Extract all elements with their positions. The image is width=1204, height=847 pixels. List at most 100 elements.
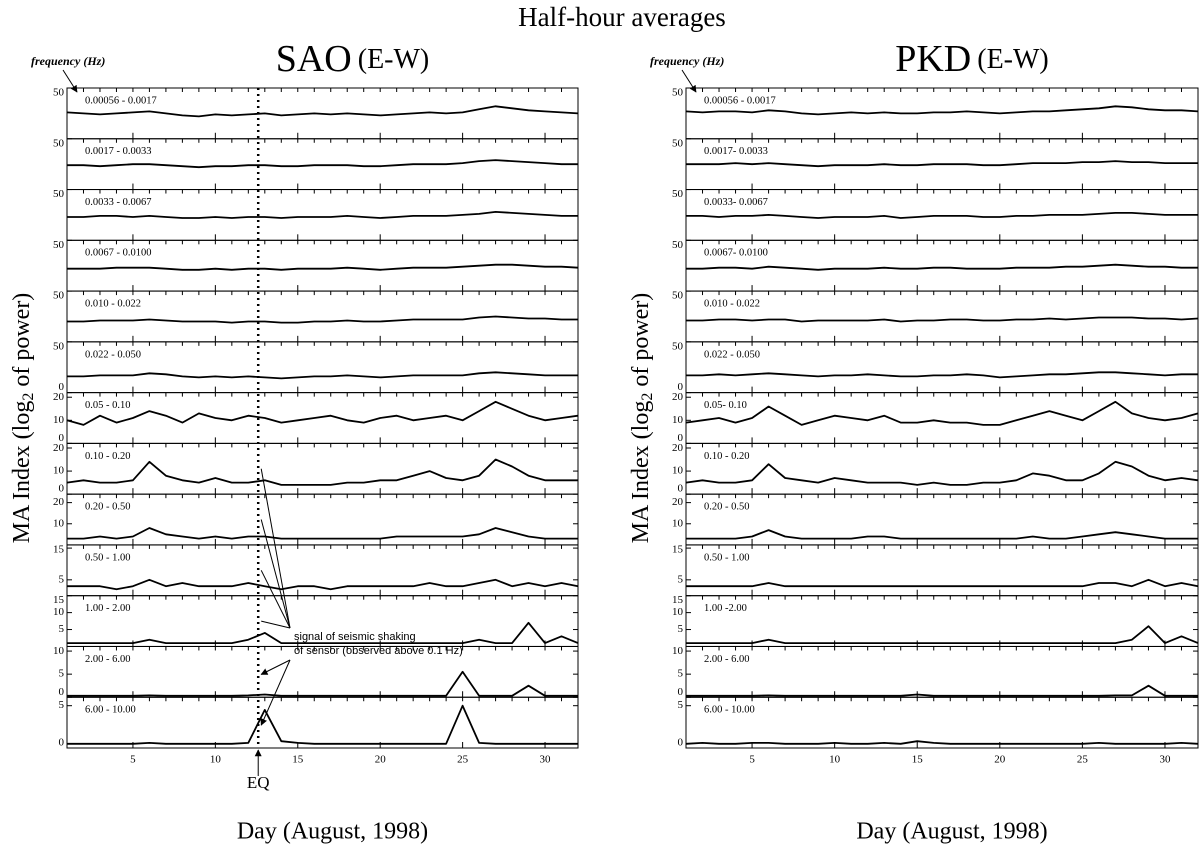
- x-tick-label: 15: [292, 754, 304, 766]
- y-tick-label: 0: [59, 686, 65, 698]
- series-line: [67, 704, 578, 745]
- y-tick-label: 5: [59, 668, 65, 680]
- annotation-pointer: [260, 659, 291, 675]
- series-line: [686, 684, 1198, 697]
- series-line: [686, 160, 1198, 168]
- y-tick-label: 10: [672, 465, 684, 477]
- chart-title: SAO (E-W): [276, 38, 430, 80]
- y-tick-label: 0: [59, 737, 65, 749]
- annotation-pointer: [260, 468, 291, 629]
- x-tick-label: 10: [829, 754, 841, 766]
- panel-label: 0.0067 - 0.0100: [85, 248, 152, 259]
- panel-label: 6.00 - 10.00: [85, 705, 136, 716]
- annotation-text: of sensor (observed above 0.1 Hz): [294, 645, 463, 657]
- x-tick-label: 25: [1077, 754, 1089, 766]
- panel-label: 0.0017- 0.0033: [704, 146, 768, 157]
- panel-label: 0.10 - 0.20: [704, 451, 750, 462]
- y-tick-label: 0: [678, 381, 684, 393]
- panel-label: 1.00 -2.00: [704, 603, 747, 614]
- panel-label: 0.010 - 0.022: [704, 298, 760, 309]
- series-line: [67, 670, 578, 697]
- y-tick-label: 10: [53, 517, 65, 529]
- panel-label: 0.20 - 0.50: [704, 502, 750, 513]
- y-tick-label: 50: [672, 239, 684, 251]
- panel-label: 0.00056 - 0.0017: [85, 95, 157, 106]
- y-label-text: MA Index (log: [9, 401, 35, 544]
- frequency-label: frequency (Hz): [31, 54, 105, 68]
- y-tick-label: 5: [59, 699, 65, 711]
- y-tick-label: 20: [672, 442, 684, 454]
- figure-title: Half-hour averages: [518, 2, 726, 32]
- y-tick-label: 10: [53, 414, 65, 426]
- panel-label: 0.05 - 0.10: [85, 400, 131, 411]
- y-tick-label: 5: [678, 623, 684, 635]
- y-label-sub: 2: [639, 393, 656, 401]
- series-line: [686, 316, 1199, 323]
- x-tick-label: 15: [912, 754, 924, 766]
- y-tick-label: 10: [672, 414, 684, 426]
- annotation-pointer: [261, 620, 291, 629]
- y-tick-label: 20: [53, 442, 65, 454]
- y-tick-label: 50: [53, 340, 65, 352]
- panel-label: 2.00 - 6.00: [704, 654, 750, 665]
- series-line: [685, 740, 1199, 745]
- panel-label: 0.50 - 1.00: [704, 552, 750, 563]
- y-tick-label: 50: [53, 188, 65, 200]
- panel-label: 0.05- 0.10: [704, 400, 747, 411]
- x-axis-label: Day (August, 1998): [237, 819, 428, 845]
- title: PKD: [895, 38, 971, 80]
- x-axis-label: Day (August, 1998): [856, 819, 1047, 845]
- y-label-sub: 2: [20, 393, 37, 401]
- panel-label: 0.0067- 0.0100: [704, 248, 768, 259]
- title: SAO: [276, 38, 352, 80]
- x-tick-label: 30: [540, 754, 552, 766]
- y-tick-label: 20: [53, 391, 65, 403]
- y-tick-label: 20: [53, 496, 65, 508]
- panel-label: 0.022 - 0.050: [704, 349, 760, 360]
- y-label-text: MA Index (log: [628, 401, 654, 544]
- y-label-tail: of power): [9, 293, 35, 393]
- series-line: [67, 315, 578, 324]
- panel-label: 1.00 - 2.00: [85, 603, 131, 614]
- y-tick-label: 50: [672, 340, 684, 352]
- y-tick-label: 50: [672, 137, 684, 149]
- annotation-pointer: [260, 659, 291, 726]
- series-line: [67, 263, 579, 271]
- annotation-text: signal of seismic shaking: [294, 631, 416, 643]
- frequency-label: frequency (Hz): [650, 54, 724, 68]
- panel-label: 6.00 - 10.00: [704, 705, 755, 716]
- subtitle: (E-W): [358, 44, 430, 75]
- panel-label: 0.0017 - 0.0033: [85, 146, 152, 157]
- panel-label: 2.00 - 6.00: [85, 654, 131, 665]
- y-tick-label: 15: [53, 594, 65, 606]
- panel-label: 0.00056 - 0.0017: [704, 95, 776, 106]
- y-axis-label: MA Index (log2 of power): [9, 293, 37, 544]
- y-tick-label: 50: [672, 290, 684, 302]
- y-tick-label: 0: [59, 432, 65, 444]
- series-line: [685, 400, 1199, 426]
- y-axis-label: MA Index (log2 of power): [628, 293, 656, 544]
- x-tick-label: 5: [749, 754, 755, 766]
- y-tick-label: 20: [672, 496, 684, 508]
- series-line: [686, 529, 1198, 540]
- series-line: [686, 625, 1199, 644]
- series-line: [686, 371, 1198, 379]
- y-tick-label: 5: [59, 573, 65, 585]
- panel-label: 0.50 - 1.00: [85, 552, 131, 563]
- y-tick-label: 0: [678, 483, 684, 495]
- y-tick-label: 50: [53, 290, 65, 302]
- x-tick-label: 30: [1159, 754, 1171, 766]
- y-tick-label: 15: [672, 543, 684, 555]
- panel-label: 0.010 - 0.022: [85, 298, 141, 309]
- y-tick-label: 50: [672, 87, 684, 99]
- y-tick-label: 50: [53, 137, 65, 149]
- y-tick-label: 10: [53, 606, 65, 618]
- panel-label: 0.0033 - 0.0067: [85, 197, 152, 208]
- y-tick-label: 0: [59, 381, 65, 393]
- series-line: [66, 105, 579, 118]
- y-tick-label: 5: [678, 668, 684, 680]
- y-tick-label: 15: [672, 594, 684, 606]
- series-line: [66, 458, 578, 486]
